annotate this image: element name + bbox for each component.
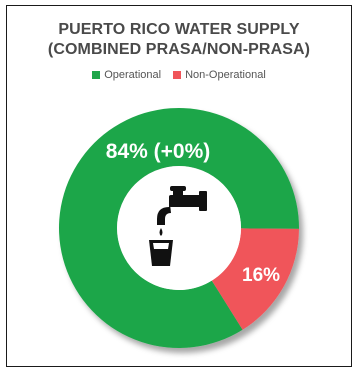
legend-label-non-operational: Non-Operational	[185, 69, 266, 81]
legend-item-operational: Operational	[92, 69, 161, 81]
water-faucet-icon	[149, 186, 207, 266]
legend-swatch-non-operational	[173, 71, 182, 79]
donut-chart: 84% (+0%) 16%	[59, 108, 300, 349]
legend-item-non-operational: Non-Operational	[173, 69, 266, 81]
chart-title-line1: PUERTO RICO WATER SUPPLY	[58, 21, 300, 38]
slice-operational	[59, 108, 300, 349]
donut-labels: 84% (+0%) 16%	[106, 140, 280, 286]
slice-label-operational: 84% (+0%)	[106, 140, 210, 163]
donut-hole	[117, 166, 241, 290]
donut-slices	[59, 108, 300, 349]
legend-swatch-operational	[92, 71, 101, 79]
slice-label-non-operational: 16%	[242, 265, 280, 286]
chart-legend: Operational Non-Operational	[7, 69, 351, 81]
chart-frame: PUERTO RICO WATER SUPPLY (COMBINED PRASA…	[6, 5, 352, 367]
chart-title-line2: (COMBINED PRASA/NON-PRASA)	[47, 41, 311, 58]
slice-non-operational	[211, 228, 299, 330]
legend-label-operational: Operational	[104, 69, 162, 81]
